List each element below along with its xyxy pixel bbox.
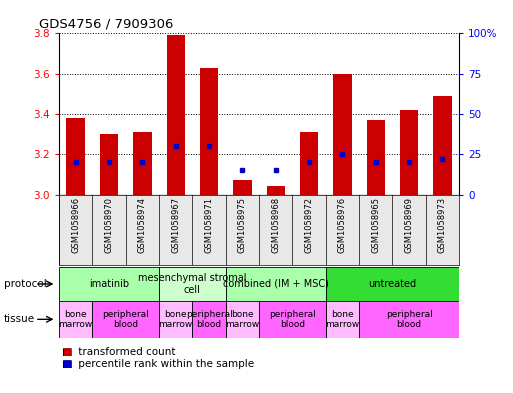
- Bar: [267, 186, 285, 195]
- Text: combined (IM + MSC): combined (IM + MSC): [223, 279, 329, 289]
- Bar: [192, 301, 226, 338]
- Text: GSM1058976: GSM1058976: [338, 196, 347, 253]
- Bar: [92, 301, 159, 338]
- Text: tissue: tissue: [4, 314, 35, 324]
- Text: bone
marrow: bone marrow: [58, 310, 93, 329]
- Text: GSM1058967: GSM1058967: [171, 196, 180, 253]
- Bar: [300, 132, 318, 195]
- Bar: [59, 301, 92, 338]
- Text: GSM1058968: GSM1058968: [271, 196, 280, 253]
- Text: untreated: untreated: [368, 279, 417, 289]
- Text: ■  transformed count: ■ transformed count: [62, 347, 175, 357]
- Text: ■: ■: [62, 358, 71, 369]
- Text: bone
marrow: bone marrow: [325, 310, 360, 329]
- Text: GSM1058971: GSM1058971: [205, 196, 213, 253]
- Bar: [233, 180, 251, 195]
- Text: peripheral
blood: peripheral blood: [102, 310, 149, 329]
- Bar: [367, 120, 385, 195]
- Text: GSM1058966: GSM1058966: [71, 196, 80, 253]
- Text: GSM1058970: GSM1058970: [105, 196, 113, 253]
- Bar: [226, 301, 259, 338]
- Text: GDS4756 / 7909306: GDS4756 / 7909306: [39, 18, 173, 31]
- Text: GSM1058974: GSM1058974: [138, 196, 147, 253]
- Bar: [67, 118, 85, 195]
- Text: ■: ■: [62, 347, 71, 357]
- Bar: [159, 301, 192, 338]
- Text: mesenchymal stromal
cell: mesenchymal stromal cell: [138, 273, 247, 295]
- Bar: [326, 267, 459, 301]
- Bar: [259, 301, 326, 338]
- Bar: [359, 301, 459, 338]
- Bar: [59, 267, 159, 301]
- Bar: [200, 68, 218, 195]
- Bar: [326, 301, 359, 338]
- Bar: [400, 110, 418, 195]
- Bar: [433, 96, 451, 195]
- Bar: [333, 73, 351, 195]
- Text: bone
marrow: bone marrow: [159, 310, 193, 329]
- Text: imatinib: imatinib: [89, 279, 129, 289]
- Text: GSM1058973: GSM1058973: [438, 196, 447, 253]
- Text: GSM1058965: GSM1058965: [371, 196, 380, 253]
- Bar: [133, 132, 151, 195]
- Bar: [167, 35, 185, 195]
- Bar: [100, 134, 118, 195]
- Text: peripheral
blood: peripheral blood: [269, 310, 316, 329]
- Text: GSM1058975: GSM1058975: [238, 196, 247, 253]
- Bar: [159, 267, 226, 301]
- Text: peripheral
blood: peripheral blood: [386, 310, 432, 329]
- Text: ■  percentile rank within the sample: ■ percentile rank within the sample: [62, 358, 254, 369]
- Text: bone
marrow: bone marrow: [225, 310, 260, 329]
- Text: GSM1058969: GSM1058969: [405, 196, 413, 253]
- Text: protocol: protocol: [4, 279, 47, 289]
- Text: peripheral
blood: peripheral blood: [186, 310, 232, 329]
- Bar: [226, 267, 326, 301]
- Text: GSM1058972: GSM1058972: [305, 196, 313, 253]
